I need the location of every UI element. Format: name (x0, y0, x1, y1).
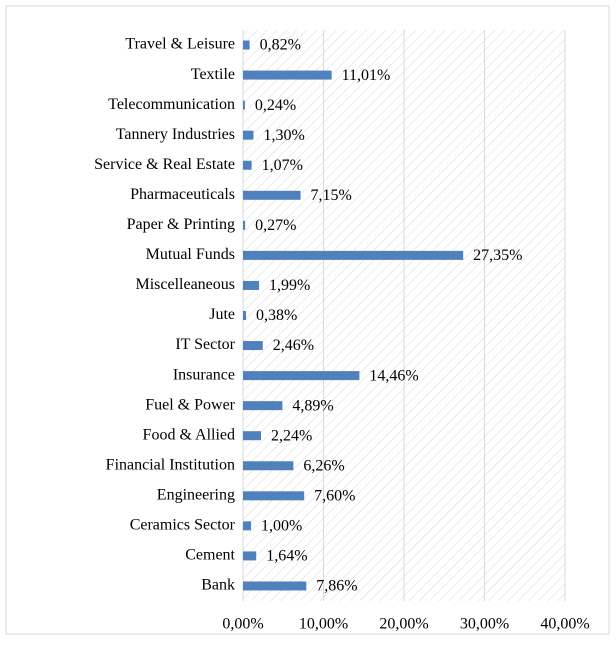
data-label: 7,60% (314, 487, 355, 504)
bar (243, 130, 254, 140)
data-label: 11,01% (342, 67, 391, 84)
data-label: 14,46% (369, 367, 418, 384)
bar (243, 521, 252, 531)
data-label: 1,64% (266, 548, 307, 565)
data-label: 2,46% (273, 337, 314, 354)
data-label: 4,89% (292, 397, 333, 414)
data-label: 7,15% (311, 187, 352, 204)
y-tick-label: Pharmaceuticals (130, 186, 235, 203)
data-label: 1,07% (262, 157, 303, 174)
y-tick-label: Fuel & Power (145, 396, 235, 413)
bar (243, 280, 260, 290)
y-tick-label: Textile (191, 66, 235, 83)
y-tick-label: Miscelleaneous (135, 276, 235, 293)
y-tick-label: Mutual Funds (146, 246, 235, 263)
bar (243, 491, 305, 501)
data-label: 2,24% (271, 427, 312, 444)
x-tick-label: 10,00% (299, 616, 348, 633)
bar (243, 70, 332, 80)
y-tick-label: Financial Institution (106, 456, 235, 473)
bar (243, 401, 283, 411)
bar (243, 551, 257, 561)
data-label: 1,30% (263, 127, 304, 144)
bar (243, 100, 245, 110)
x-tick-label: 30,00% (460, 616, 509, 633)
data-label: 6,26% (303, 457, 344, 474)
y-tick-label: Telecommunication (108, 96, 235, 113)
y-tick-label: Engineering (157, 486, 235, 503)
y-tick-label: Paper & Printing (127, 216, 235, 233)
bar (243, 250, 464, 260)
data-label: 1,99% (269, 277, 310, 294)
y-tick-label: Insurance (173, 366, 235, 383)
y-tick-label: Jute (209, 306, 235, 323)
bar (243, 190, 301, 200)
bar (243, 341, 263, 351)
data-label: 0,27% (255, 217, 296, 234)
y-tick-label: Service & Real Estate (94, 156, 235, 173)
y-tick-label: Food & Allied (143, 426, 235, 443)
x-tick-label: 0,00% (222, 616, 263, 633)
bar (243, 40, 250, 50)
bar (243, 461, 294, 471)
bar (243, 160, 252, 170)
y-tick-label: Bank (201, 577, 235, 594)
y-tick-label: Cement (185, 547, 235, 564)
bar (243, 431, 262, 441)
data-label: 0,24% (255, 97, 296, 114)
y-tick-label: Tannery Industries (116, 126, 235, 143)
y-tick-label: IT Sector (175, 336, 235, 353)
bar (243, 371, 360, 381)
bar (243, 311, 247, 320)
y-tick-label: Ceramics Sector (130, 517, 236, 534)
bar (243, 220, 246, 230)
bar (243, 581, 307, 591)
y-tick-label: Travel & Leisure (125, 36, 235, 53)
x-tick-label: 20,00% (379, 616, 428, 633)
data-label: 0,38% (256, 307, 297, 324)
data-label: 1,00% (261, 518, 302, 535)
x-tick-label: 40,00% (540, 616, 589, 633)
data-label: 27,35% (473, 247, 522, 264)
data-label: 7,86% (316, 578, 357, 595)
data-label: 0,82% (260, 37, 301, 54)
